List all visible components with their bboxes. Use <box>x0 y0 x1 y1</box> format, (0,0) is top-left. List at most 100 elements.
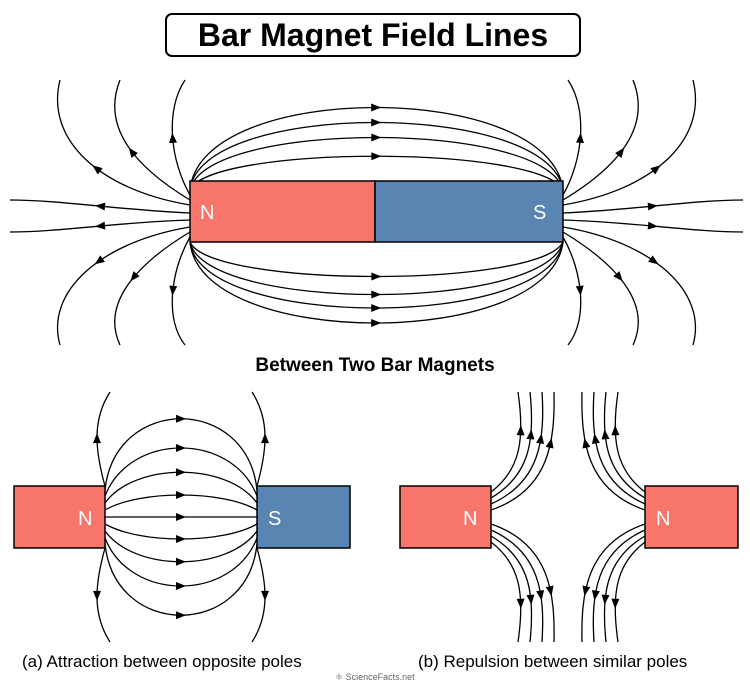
field-arrow <box>95 202 106 211</box>
field-line <box>490 529 544 643</box>
attraction-caption: (a) Attraction between opposite poles <box>22 652 302 671</box>
field-line <box>104 543 258 616</box>
field-arrow <box>92 165 103 175</box>
field-line <box>104 471 258 504</box>
field-arrow <box>371 272 382 281</box>
field-line <box>562 79 639 201</box>
repulsion-caption: (b) Repulsion between similar poles <box>418 652 688 671</box>
field-arrow <box>575 285 584 296</box>
main-field-arrows <box>92 103 661 328</box>
field-line <box>490 391 555 511</box>
attraction-magnets: N S <box>13 485 351 549</box>
south-half <box>374 180 564 243</box>
repulsion-field-arrows <box>516 425 620 609</box>
repulsion-left-label: N <box>463 508 477 530</box>
page-title: Bar Magnet Field Lines <box>165 13 581 57</box>
field-line <box>614 391 646 493</box>
field-arrow <box>601 429 610 440</box>
field-line <box>114 79 191 201</box>
field-line <box>490 535 533 643</box>
field-arrow <box>175 582 186 591</box>
field-arrow <box>545 437 554 449</box>
field-arrow <box>175 490 186 499</box>
field-arrow <box>261 433 270 444</box>
field-arrow <box>371 319 382 328</box>
field-line <box>614 541 646 643</box>
field-line <box>189 241 564 296</box>
field-arrow <box>371 290 382 299</box>
section-subtitle: Between Two Bar Magnets <box>255 355 495 376</box>
watermark-text: ScienceFacts.net <box>345 672 415 682</box>
field-line <box>592 391 646 505</box>
field-arrow <box>647 202 658 211</box>
north-pole-label: N <box>200 202 214 224</box>
repulsion-left-north-magnet <box>399 485 492 549</box>
field-line <box>104 530 258 563</box>
field-arrow <box>615 147 625 158</box>
field-arrow <box>650 165 661 175</box>
attraction-north-label: N <box>78 508 92 530</box>
field-arrow <box>371 304 382 313</box>
field-line <box>104 523 258 540</box>
repulsion-magnets: N N <box>399 485 739 549</box>
field-line <box>104 494 258 511</box>
field-arrow <box>371 103 382 112</box>
field-arrow <box>516 425 525 436</box>
field-line <box>603 535 646 643</box>
field-arrow <box>175 414 186 423</box>
field-line <box>189 241 564 324</box>
field-arrow <box>591 433 600 444</box>
field-arrow <box>175 557 186 566</box>
attraction-north-magnet <box>13 485 106 549</box>
field-line <box>581 391 646 511</box>
field-arrow <box>92 590 101 601</box>
field-line <box>603 391 646 499</box>
field-arrow <box>591 590 600 601</box>
field-arrow <box>536 433 545 444</box>
field-arrow <box>261 590 270 601</box>
field-arrow <box>94 255 105 265</box>
repulsion-right-label: N <box>656 508 670 530</box>
field-line <box>490 391 533 499</box>
attraction-south-magnet <box>256 485 351 549</box>
field-arrow <box>613 271 623 282</box>
field-arrow <box>175 443 186 452</box>
field-arrow <box>175 611 186 620</box>
field-arrow <box>582 437 591 449</box>
field-line <box>189 241 564 278</box>
field-arrow <box>175 468 186 477</box>
field-arrow <box>582 585 591 597</box>
field-line <box>171 79 191 196</box>
field-arrow <box>128 147 138 158</box>
main-bar-magnet: N S <box>189 180 564 243</box>
field-line <box>562 79 582 196</box>
field-line <box>562 219 744 233</box>
field-arrow <box>536 590 545 601</box>
field-line <box>490 523 555 643</box>
field-arrow <box>545 585 554 597</box>
field-arrow <box>526 429 535 440</box>
attraction-field-arrows <box>92 414 270 620</box>
field-arrow <box>92 433 101 444</box>
field-line <box>189 106 564 191</box>
field-arrow <box>575 132 584 144</box>
repulsion-right-north-magnet <box>644 485 739 549</box>
field-line <box>171 236 191 346</box>
field-line <box>592 529 646 643</box>
field-arrow <box>130 271 140 282</box>
field-arrow <box>648 255 659 265</box>
repulsion-field-lines <box>490 391 646 643</box>
field-arrow <box>647 221 658 230</box>
field-line <box>57 226 191 346</box>
field-arrow <box>169 285 178 296</box>
field-arrow <box>611 425 620 436</box>
field-arrow <box>371 152 382 161</box>
field-line <box>9 199 191 214</box>
north-half <box>189 180 376 243</box>
field-line <box>114 231 191 346</box>
field-line <box>562 79 697 206</box>
field-arrow <box>371 133 382 142</box>
field-arrow <box>526 594 535 605</box>
